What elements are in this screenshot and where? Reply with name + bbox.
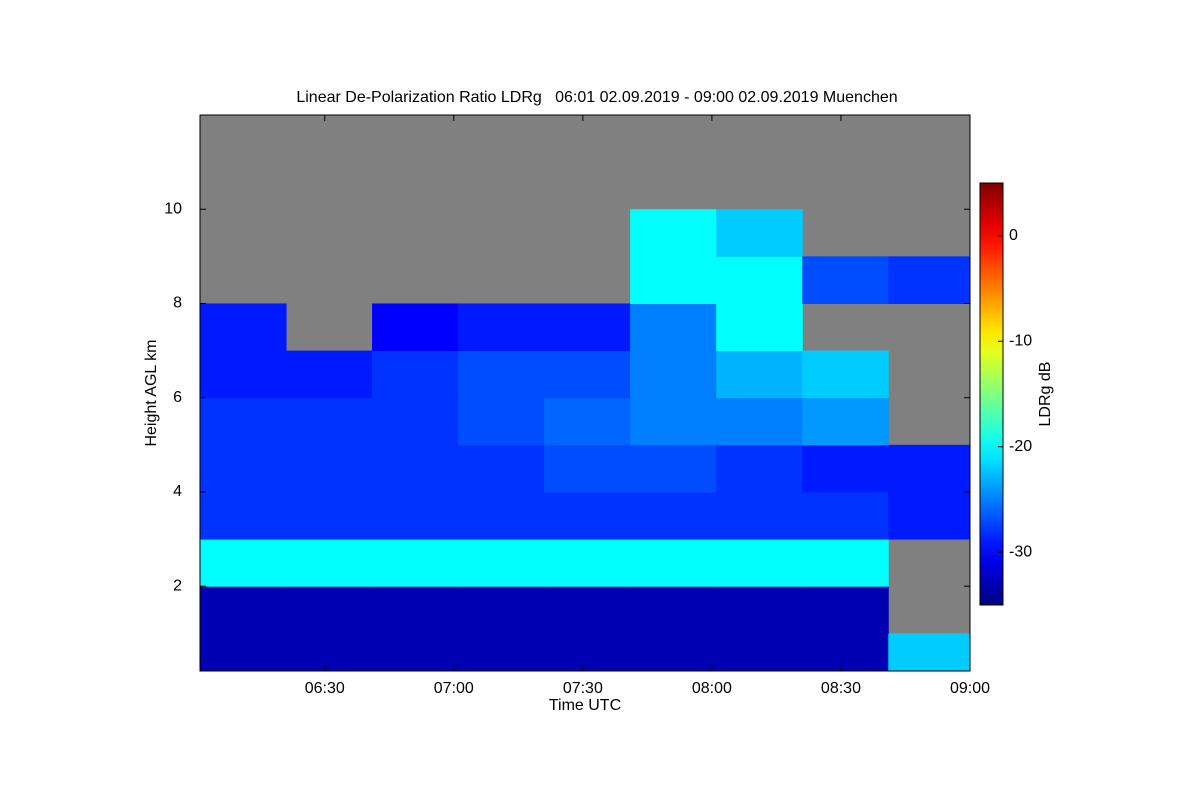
heatmap-cell <box>802 350 889 399</box>
y-axis-label: Height AGL km <box>143 339 160 446</box>
heatmap-cell <box>200 586 287 634</box>
x-tick-label: 06:30 <box>305 680 345 697</box>
heatmap-cell <box>716 303 803 352</box>
heatmap-cell <box>630 350 717 399</box>
heatmap-cell <box>630 586 717 634</box>
heatmap-cell <box>372 444 459 493</box>
heatmap-cell <box>802 397 889 446</box>
heatmap-cell <box>544 633 631 671</box>
heatmap-cell <box>544 539 631 587</box>
heatmap-cell <box>372 491 459 540</box>
heatmap-cell <box>802 633 889 671</box>
heatmap-cell <box>802 444 889 493</box>
heatmap-cell <box>630 397 717 446</box>
heatmap-cell <box>716 397 803 446</box>
heatmap-cell <box>544 586 631 634</box>
heatmap-cell <box>372 303 459 352</box>
heatmap-cell <box>544 397 631 446</box>
heatmap-cell <box>630 209 717 257</box>
heatmap-cell <box>888 444 970 493</box>
heatmap-cell <box>458 491 545 540</box>
heatmap-cell <box>544 303 631 352</box>
heatmap-cell <box>716 539 803 587</box>
heatmap-cell <box>458 539 545 587</box>
heatmap-cell <box>630 256 717 304</box>
heatmap-cell <box>544 444 631 493</box>
colorbar-tick-label: -30 <box>1009 543 1032 560</box>
heatmap-cell <box>716 256 803 304</box>
y-tick-label: 6 <box>173 389 182 406</box>
heatmap-cell <box>200 303 287 352</box>
heatmap-cell <box>716 633 803 671</box>
heatmap-cell <box>888 633 970 671</box>
chart-title: Linear De-Polarization Ratio LDRg 06:01 … <box>296 89 897 106</box>
heatmap-cell <box>372 350 459 399</box>
y-tick-label: 10 <box>164 200 182 217</box>
x-axis-label: Time UTC <box>549 697 621 714</box>
heatmap-cell <box>630 444 717 493</box>
heatmap-cell <box>716 209 803 257</box>
colorbar-tick-label: 0 <box>1009 227 1018 244</box>
heatmap-cell <box>802 491 889 540</box>
heatmap-cell <box>200 444 287 493</box>
heatmap-cell <box>458 444 545 493</box>
heatmap-cell <box>286 586 373 634</box>
x-tick-label: 09:00 <box>950 680 990 697</box>
heatmap-cell <box>286 397 373 446</box>
heatmap-cell <box>372 586 459 634</box>
heatmap-cell <box>630 633 717 671</box>
heatmap-cell <box>802 586 889 634</box>
colorbar-tick-label: -20 <box>1009 438 1032 455</box>
colorbar-label: LDRg dB <box>1037 362 1054 427</box>
heatmap-cell <box>200 397 287 446</box>
y-tick-label: 8 <box>173 295 182 312</box>
y-tick-label: 4 <box>173 483 182 500</box>
heatmap-cell <box>544 491 631 540</box>
heatmap-cell <box>716 444 803 493</box>
heatmap-cell <box>372 633 459 671</box>
x-tick-label: 08:30 <box>821 680 861 697</box>
heatmap-cell <box>458 633 545 671</box>
heatmap-cell <box>286 444 373 493</box>
heatmap-cell <box>630 303 717 352</box>
heatmap-cell <box>458 586 545 634</box>
colorbar-tick-label: -10 <box>1009 332 1032 349</box>
x-tick-label: 07:30 <box>563 680 603 697</box>
x-tick-label: 08:00 <box>692 680 732 697</box>
heatmap-cell <box>716 586 803 634</box>
heatmap-cell <box>716 491 803 540</box>
heatmap-cell <box>200 350 287 399</box>
heatmap-cell <box>372 539 459 587</box>
heatmap-cell <box>802 539 889 587</box>
heatmap-cell <box>286 633 373 671</box>
heatmap-cell <box>200 539 287 587</box>
heatmap-cell <box>200 491 287 540</box>
heatmap-cell <box>458 350 545 399</box>
heatmap-cell <box>286 491 373 540</box>
heatmap-cell <box>286 539 373 587</box>
y-tick-label: 2 <box>173 577 182 594</box>
plot-frame <box>199 114 971 672</box>
heatmap-cell <box>458 397 545 446</box>
heatmap-cell <box>544 350 631 399</box>
heatmap-cell <box>716 350 803 399</box>
heatmap-cell <box>630 539 717 587</box>
heatmap-cell <box>458 303 545 352</box>
x-tick-label: 07:00 <box>434 680 474 697</box>
heatmap-cell <box>802 256 889 304</box>
colorbar <box>979 182 1004 606</box>
heatmap-cell <box>286 350 373 399</box>
heatmap-cell <box>200 633 287 671</box>
heatmap <box>200 209 970 671</box>
heatmap-cell <box>630 491 717 540</box>
heatmap-cell <box>372 397 459 446</box>
heatmap-cell <box>888 491 970 540</box>
heatmap-cell <box>888 256 970 304</box>
